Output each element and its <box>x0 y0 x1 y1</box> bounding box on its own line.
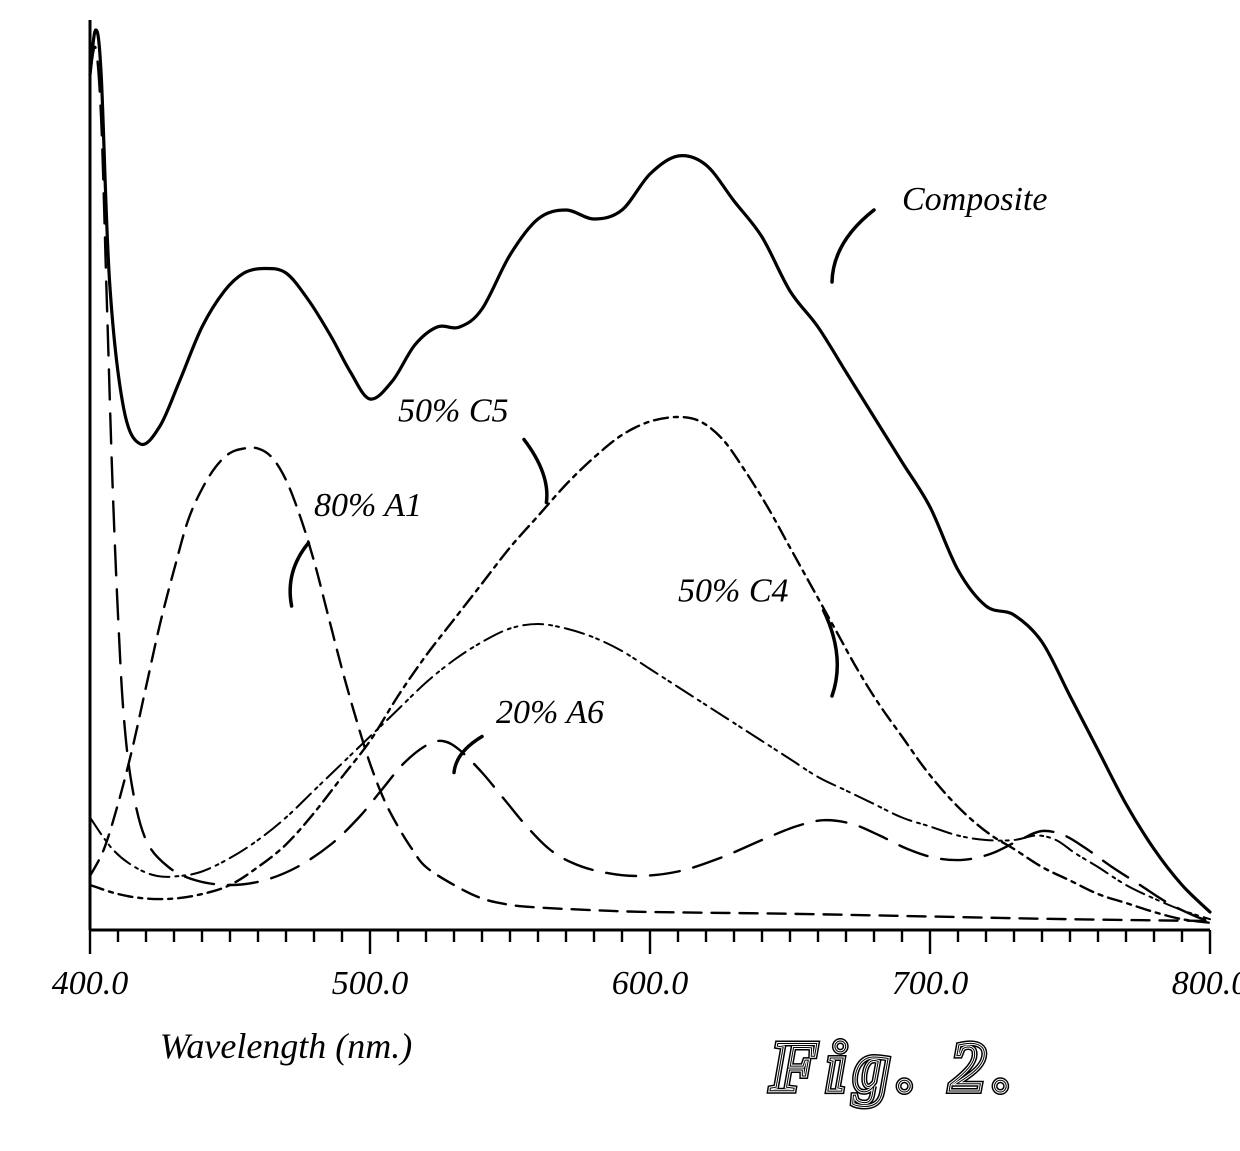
x-axis-label: Wavelength (nm.) <box>160 1026 413 1066</box>
series-label: 20% A6 <box>496 694 604 731</box>
leader-line <box>524 440 547 503</box>
leader-line <box>290 543 308 606</box>
series-label: 80% A1 <box>314 487 422 524</box>
series-label: Composite <box>902 181 1047 218</box>
series-label: 50% C4 <box>678 573 789 610</box>
series-label: 50% C5 <box>398 393 509 430</box>
spectrum-chart: 400.0 500.0 600.0 700.0 800.0 Wavelength (nm.… <box>0 0 1240 1151</box>
x-tick-label: 700.0 <box>892 965 969 1002</box>
figure-caption: Fig. 2.Fig. 2.Fig. 2. <box>769 1027 1020 1107</box>
x-tick-label: 600.0 <box>612 965 689 1002</box>
leader-line <box>824 611 838 697</box>
x-tick-label: 500.0 <box>332 965 409 1002</box>
series-composite <box>90 30 1210 912</box>
series-20-a6 <box>90 47 1210 921</box>
series-group: Composite 50% C5 80% A1 50% C4 20% A6 <box>90 30 1210 923</box>
x-tick-label: 800.0 <box>1172 965 1240 1002</box>
caption-core: Fig. 2. <box>769 1027 1020 1107</box>
leader-line <box>832 210 874 282</box>
x-tick-label: 400.0 <box>52 965 129 1002</box>
series-80-a1 <box>90 448 1210 921</box>
